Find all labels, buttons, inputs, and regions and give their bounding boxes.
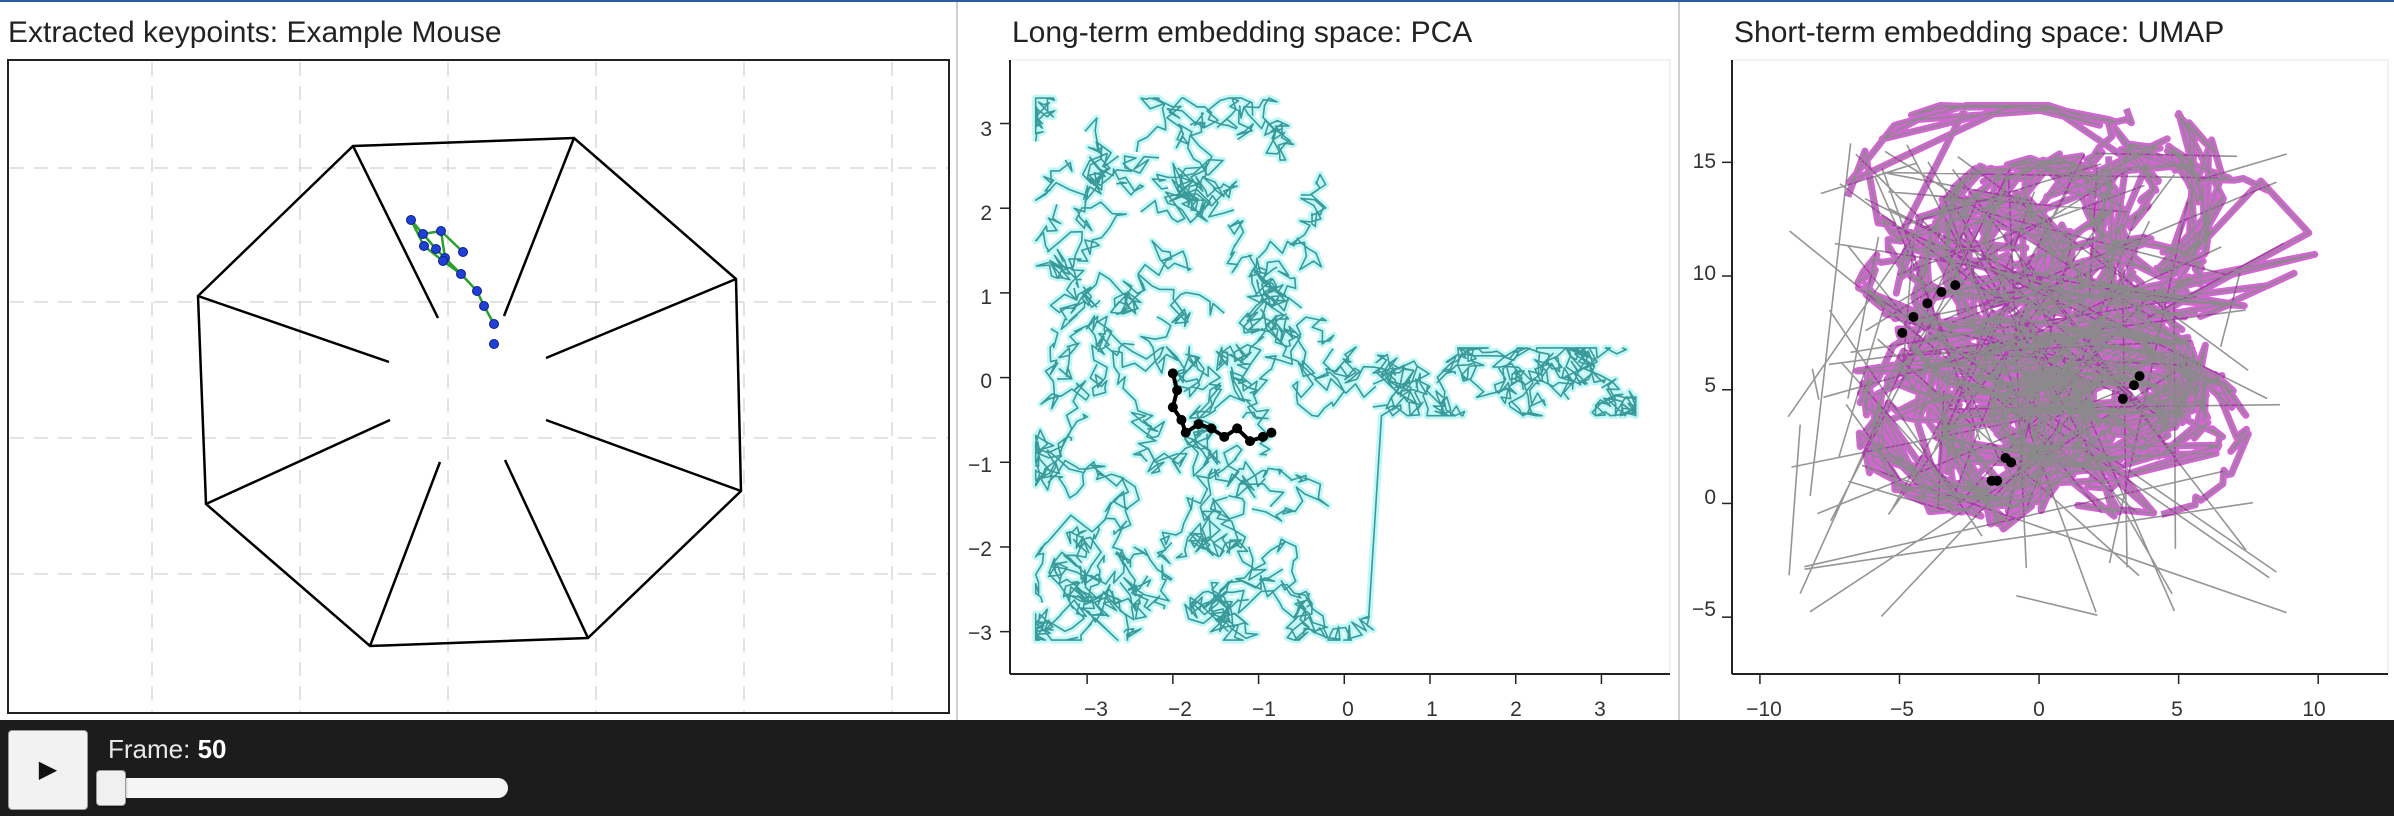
pca-current-point [1219, 431, 1230, 442]
umap-ytick: 0 [1704, 486, 1716, 509]
pca-trace-line [1034, 97, 1637, 641]
umap-xtick: −5 [1890, 698, 1914, 720]
umap-xtick: 10 [2302, 698, 2325, 720]
pca-current-point [1193, 419, 1204, 430]
panel-divider-2 [1678, 2, 1680, 720]
pca-ytick: 0 [980, 370, 992, 393]
keypoints-frame [7, 59, 950, 714]
umap-ytick: 5 [1704, 374, 1716, 397]
pca-trajectory-cloud [1032, 94, 1640, 644]
frame-label-text: Frame: [108, 734, 191, 764]
pca-current-point [1232, 423, 1243, 434]
umap-ytick: 15 [1693, 150, 1716, 173]
keypoints-plot[interactable] [0, 2, 956, 720]
pca-ytick: 1 [980, 286, 992, 309]
arena-spokes [197, 137, 742, 647]
umap-current-point [1936, 286, 1947, 297]
pca-xtick: −1 [1252, 698, 1276, 720]
playback-controls: ▶ Frame: 50 [0, 720, 2394, 816]
play-button[interactable]: ▶ [8, 730, 88, 810]
umap-current-point [2000, 452, 2011, 463]
pca-xtick: −3 [1084, 698, 1108, 720]
umap-current-point [2117, 393, 2128, 404]
window-top-border [0, 0, 2394, 2]
pca-ytick: 2 [980, 202, 992, 225]
umap-current-trajectory [1897, 280, 2145, 486]
pca-current-trajectory [1167, 368, 1277, 447]
frame-slider-handle[interactable] [96, 770, 126, 806]
keypoints-title: Extracted keypoints: Example Mouse [8, 16, 502, 49]
umap-current-point [2134, 371, 2145, 382]
keypoint-markers [406, 215, 499, 349]
umap-current-point [1908, 311, 1919, 322]
pca-ytick: −1 [968, 454, 992, 477]
pca-xtick: 3 [1594, 698, 1606, 720]
pca-panel: Long-term embedding space: PCA −3 −2 −1 … [958, 2, 1678, 720]
umap-current-point [1986, 475, 1997, 486]
play-icon: ▶ [38, 756, 58, 783]
umap-current-point [1897, 327, 1908, 338]
pca-current-point [1167, 402, 1178, 413]
pca-xtick: 1 [1426, 698, 1438, 720]
pca-xtick: 2 [1510, 698, 1522, 720]
pca-current-point [1266, 427, 1277, 438]
pca-xtick: 0 [1342, 698, 1354, 720]
pca-ytick: −2 [968, 538, 992, 561]
pca-ytick: −3 [968, 622, 992, 645]
pca-xtick: −2 [1168, 698, 1192, 720]
frame-value: 50 [197, 734, 227, 764]
umap-trace-line [1847, 104, 2315, 531]
umap-xtick: 5 [2171, 698, 2183, 720]
pca-current-point [1206, 423, 1217, 434]
pca-current-point [1257, 431, 1268, 442]
pca-title: Long-term embedding space: PCA [1012, 16, 1473, 49]
pca-tick-labels: −3 −2 −1 0 1 2 3 3 2 1 0 −1 −2 −3 [968, 118, 1606, 720]
pca-current-point [1180, 427, 1191, 438]
umap-trajectory-cloud [1787, 102, 2319, 617]
umap-title: Short-term embedding space: UMAP [1734, 16, 2225, 49]
umap-xtick: 0 [2033, 698, 2045, 720]
umap-current-point [2128, 380, 2139, 391]
frame-label: Frame: 50 [108, 734, 227, 765]
arena-octagon [196, 136, 743, 648]
frame-slider-track[interactable] [100, 778, 508, 798]
umap-plot[interactable]: −10 −5 0 5 10 15 10 5 0 −5 [1680, 2, 2394, 720]
umap-ytick: −5 [1692, 598, 1716, 621]
umap-xtick: −10 [1746, 698, 1782, 720]
pca-current-point [1167, 368, 1178, 379]
pca-ticks [1000, 122, 1603, 684]
pca-current-point [1245, 436, 1255, 447]
umap-tick-labels: −10 −5 0 5 10 15 10 5 0 −5 [1692, 150, 2326, 720]
pca-current-point [1172, 385, 1183, 396]
pca-axes [1009, 60, 1670, 675]
umap-ytick: 10 [1693, 262, 1716, 285]
pca-ytick: 3 [980, 118, 992, 141]
keypoints-panel: Extracted keypoints: Example Mouse [0, 2, 956, 720]
panel-divider-1 [956, 2, 958, 720]
pca-current-point [1176, 414, 1187, 425]
pca-plot[interactable]: −3 −2 −1 0 1 2 3 3 2 1 0 −1 −2 −3 [958, 2, 1678, 720]
keypoints-grid [10, 62, 948, 712]
umap-current-point [1950, 280, 1961, 291]
umap-ticks [1722, 161, 2319, 684]
umap-panel: Short-term embedding space: UMAP −10 −5 … [1680, 2, 2394, 720]
umap-current-point [1922, 298, 1933, 309]
